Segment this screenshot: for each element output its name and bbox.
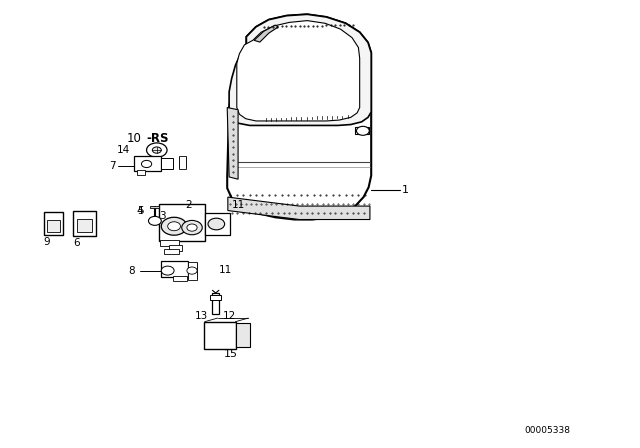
Text: 13: 13 — [195, 311, 208, 321]
Circle shape — [147, 143, 167, 157]
Text: 10: 10 — [127, 132, 141, 146]
Polygon shape — [227, 14, 371, 220]
Circle shape — [187, 267, 197, 274]
Bar — [212, 293, 219, 314]
Bar — [355, 127, 369, 134]
Text: 4: 4 — [137, 206, 143, 215]
Bar — [161, 261, 188, 277]
Polygon shape — [228, 197, 370, 220]
Bar — [160, 240, 179, 246]
Bar — [134, 156, 161, 171]
Text: 00005338: 00005338 — [525, 426, 571, 435]
Bar — [236, 323, 250, 347]
Circle shape — [187, 224, 197, 231]
Circle shape — [208, 218, 225, 230]
Bar — [179, 156, 186, 169]
Text: 2: 2 — [186, 200, 192, 210]
Bar — [188, 263, 197, 278]
Bar — [210, 295, 221, 300]
Polygon shape — [227, 108, 238, 179]
Circle shape — [161, 217, 187, 235]
Text: 7: 7 — [109, 161, 115, 171]
Text: 9: 9 — [44, 237, 50, 247]
Polygon shape — [254, 25, 278, 42]
Bar — [161, 158, 173, 169]
Bar — [204, 322, 236, 349]
Bar — [205, 213, 230, 235]
Text: 11: 11 — [219, 265, 232, 275]
Circle shape — [152, 147, 161, 153]
Bar — [173, 276, 187, 281]
Polygon shape — [237, 21, 360, 121]
Circle shape — [161, 266, 174, 275]
Bar — [164, 249, 179, 254]
Bar — [179, 157, 186, 167]
Polygon shape — [229, 14, 371, 125]
Bar — [150, 206, 159, 208]
Text: -RS: -RS — [146, 132, 168, 146]
Bar — [47, 220, 60, 232]
Circle shape — [148, 216, 161, 225]
Text: 15: 15 — [224, 349, 238, 359]
Bar — [159, 204, 205, 241]
Text: 5: 5 — [137, 207, 143, 216]
Bar — [137, 170, 145, 175]
Bar — [73, 211, 96, 236]
Bar — [44, 212, 63, 235]
Text: 6: 6 — [73, 238, 79, 248]
Circle shape — [141, 160, 152, 168]
Circle shape — [356, 126, 369, 135]
Circle shape — [182, 220, 202, 235]
Text: 3: 3 — [159, 211, 165, 221]
Text: 1: 1 — [402, 185, 409, 195]
Text: 12: 12 — [223, 311, 236, 321]
Text: 8: 8 — [128, 267, 134, 276]
Circle shape — [168, 222, 180, 231]
Bar — [188, 262, 197, 280]
Bar — [169, 245, 182, 251]
Text: 11: 11 — [232, 200, 245, 210]
Bar — [77, 219, 92, 232]
Text: 14: 14 — [116, 145, 130, 155]
